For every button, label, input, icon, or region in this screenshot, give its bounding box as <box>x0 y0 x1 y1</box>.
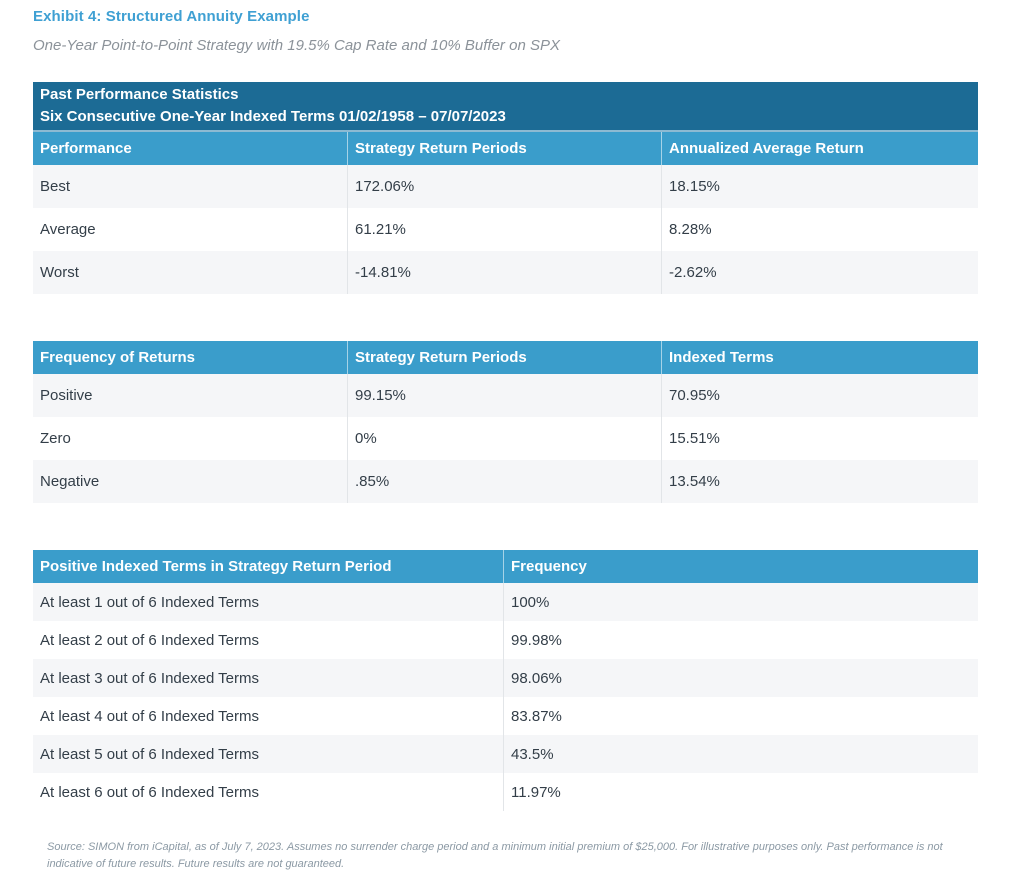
cell: 0% <box>347 417 661 460</box>
page-subtitle: One-Year Point-to-Point Strategy with 19… <box>33 37 560 54</box>
table-row: At least 5 out of 6 Indexed Terms 43.5% <box>33 735 978 773</box>
table-row: Average 61.21% 8.28% <box>33 208 978 251</box>
cell: 15.51% <box>661 417 978 460</box>
header-cell: Frequency <box>503 550 978 583</box>
header-cell: Strategy Return Periods <box>347 341 661 374</box>
cell: Best <box>40 178 71 195</box>
cell: Average <box>40 221 96 238</box>
banner-line: Six Consecutive One-Year Indexed Terms 0… <box>40 108 506 125</box>
header-cell: Strategy Return Periods <box>347 132 661 165</box>
header-cell: Annualized Average Return <box>661 132 978 165</box>
cell: At least 2 out of 6 Indexed Terms <box>40 631 260 649</box>
cell: Positive <box>40 387 93 404</box>
cell: 43.5% <box>503 735 978 773</box>
exhibit-page: Exhibit 4: Structured Annuity Example On… <box>0 8 1011 872</box>
cell: At least 6 out of 6 Indexed Terms <box>40 783 260 801</box>
cell: 98.06% <box>503 659 978 697</box>
header-cell: Frequency of Returns <box>40 349 196 366</box>
source-note: Source: SIMON from iCapital, as of July … <box>47 841 943 870</box>
table-row: At least 3 out of 6 Indexed Terms 98.06% <box>33 659 978 697</box>
cell: 99.15% <box>347 374 661 417</box>
column-header-row: Performance Strategy Return Periods Annual… <box>33 132 978 165</box>
cell: At least 1 out of 6 Indexed Terms <box>40 593 260 611</box>
page-title: Exhibit 4: Structured Annuity Example <box>33 8 310 25</box>
header-cell: Performance <box>40 140 132 157</box>
past-performance-table: Past Performance Statistics Six Consecuti… <box>33 82 978 294</box>
frequency-of-returns-table: Frequency of Returns Strategy Return Peri… <box>33 341 978 503</box>
cell: .85% <box>347 460 661 503</box>
cell: 61.21% <box>347 208 661 251</box>
cell: 100% <box>503 583 978 621</box>
table-row: Worst -14.81% -2.62% <box>33 251 978 294</box>
table-banner: Past Performance Statistics Six Consecuti… <box>33 82 978 132</box>
table-row: At least 1 out of 6 Indexed Terms 100% <box>33 583 978 621</box>
cell: 172.06% <box>347 165 661 208</box>
cell: Worst <box>40 264 79 281</box>
column-header-row: Positive Indexed Terms in Strategy Retur… <box>33 550 978 583</box>
table-row: At least 2 out of 6 Indexed Terms 99.98% <box>33 621 978 659</box>
table-row: At least 4 out of 6 Indexed Terms 83.87% <box>33 697 978 735</box>
positive-indexed-terms-table: Positive Indexed Terms in Strategy Retur… <box>33 550 978 811</box>
cell: 8.28% <box>661 208 978 251</box>
column-header-row: Frequency of Returns Strategy Return Peri… <box>33 341 978 374</box>
table-row: At least 6 out of 6 Indexed Terms 11.97% <box>33 773 978 811</box>
cell: At least 3 out of 6 Indexed Terms <box>40 669 260 687</box>
cell: At least 4 out of 6 Indexed Terms <box>40 707 260 725</box>
cell: 13.54% <box>661 460 978 503</box>
cell: Zero <box>40 430 71 447</box>
banner-line: Past Performance Statistics <box>40 86 239 103</box>
table-row: Zero 0% 15.51% <box>33 417 978 460</box>
cell: 83.87% <box>503 697 978 735</box>
header-cell: Indexed Terms <box>661 341 978 374</box>
table-row: Positive 99.15% 70.95% <box>33 374 978 417</box>
cell: At least 5 out of 6 Indexed Terms <box>40 745 260 763</box>
cell: -14.81% <box>347 251 661 294</box>
cell: Negative <box>40 473 100 490</box>
table-row: Best 172.06% 18.15% <box>33 165 978 208</box>
cell: 70.95% <box>661 374 978 417</box>
cell: 99.98% <box>503 621 978 659</box>
header-cell: Positive Indexed Terms in Strategy Retur… <box>40 558 392 575</box>
cell: 18.15% <box>661 165 978 208</box>
cell: 11.97% <box>503 773 978 811</box>
table-row: Negative .85% 13.54% <box>33 460 978 503</box>
cell: -2.62% <box>661 251 978 294</box>
